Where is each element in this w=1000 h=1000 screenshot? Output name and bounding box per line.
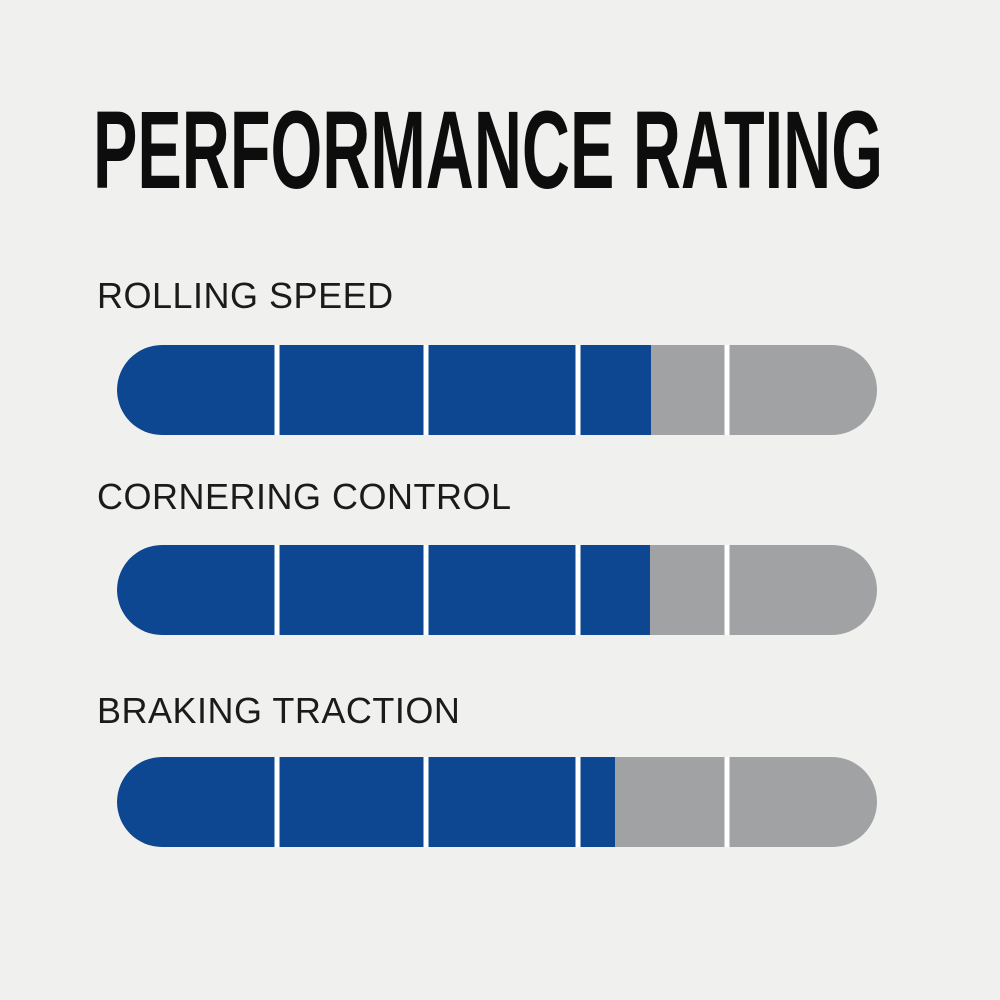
bar-label-braking-traction: BRAKING TRACTION (97, 690, 461, 731)
segment-divider (575, 545, 581, 635)
bar-fill (117, 757, 615, 847)
rating-bar-braking-traction (117, 757, 877, 847)
segment-divider (423, 757, 429, 847)
segment-divider (724, 345, 730, 435)
segment-divider (274, 345, 280, 435)
rating-bar-cornering-control (117, 545, 877, 635)
bar-label-rolling-speed: ROLLING SPEED (97, 275, 394, 316)
bar-label-cornering-control: CORNERING CONTROL (97, 476, 512, 517)
segment-divider (724, 545, 730, 635)
segment-divider (274, 545, 280, 635)
page-title-svg: PERFORMANCE RATING (93, 98, 883, 210)
bar-fill (117, 545, 650, 635)
segment-divider (575, 757, 581, 847)
rating-bar-rolling-speed (117, 345, 877, 435)
segment-divider (724, 757, 730, 847)
segment-divider (575, 345, 581, 435)
page-title: PERFORMANCE RATING (93, 98, 883, 210)
bar-fill (117, 345, 652, 435)
segment-divider (274, 757, 280, 847)
segment-divider (423, 345, 429, 435)
segment-divider (423, 545, 429, 635)
